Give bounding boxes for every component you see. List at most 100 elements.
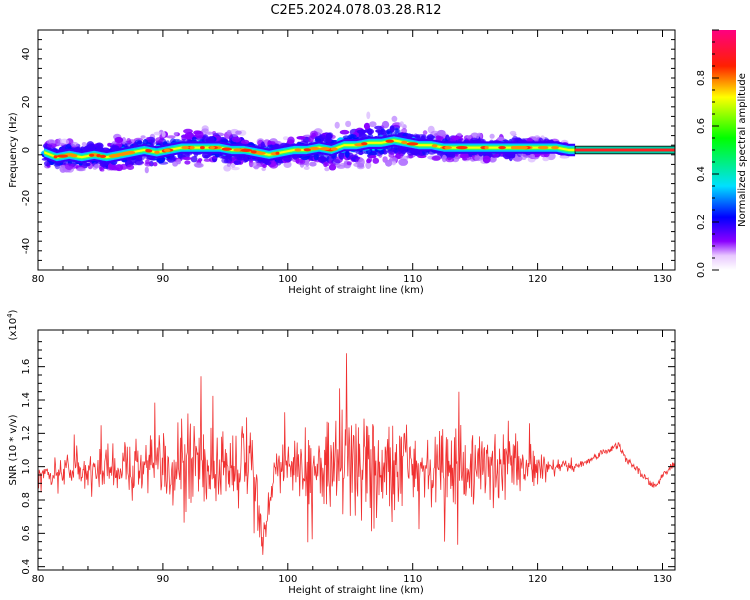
spectrogram-cell [155,137,164,143]
spectrogram-cell [349,134,357,139]
spectrogram-hotspot [406,142,419,146]
spectrogram-hotspot [319,147,331,151]
spectrogram-hotspot [200,146,205,150]
spectrogram-cell [262,164,267,168]
spectrogram-cell [153,131,162,136]
colorbar-tick-label: 0.2 [696,214,707,230]
spectrogram-cell [76,168,86,172]
spectrogram-hotspot [385,139,395,143]
spectrogram-cell [377,129,387,135]
spectrogram-cell [207,153,212,157]
spectrogram-cell [396,146,404,155]
y-tick-label: 0.6 [21,525,32,541]
spectrogram-cell [482,155,491,164]
spectrogram-hotspot [303,148,312,152]
spectrogram-hotspot [181,146,189,150]
spectrogram-cell [240,139,250,145]
spectrogram-hotspot [154,150,160,154]
spectrogram-cell [194,130,204,139]
snr-y-multiplier: (x104) [6,309,19,340]
spectrogram-cell [173,132,178,136]
spectrogram-hotspot [250,150,257,154]
spectrogram-cell [134,139,143,145]
spectrogram-cell [321,137,329,142]
spectrogram-hotspot [511,146,516,150]
spectrogram-cell [325,132,333,140]
y-tick-label: 1.0 [21,459,32,475]
spectrogram-cell [107,164,116,169]
spectrogram-cell [559,155,570,159]
spectrogram-cell [391,160,396,166]
spectrogram-cell [330,162,336,166]
spectrogram-cell [114,136,124,144]
spectrogram-cell [399,121,405,128]
spectrogram-x-label: Height of straight line (km) [288,285,424,296]
spectrogram-cell [109,145,119,149]
spectrogram-hotspot [117,152,127,156]
spectrogram-cell [182,156,192,161]
spectrogram-cell [339,129,350,135]
spectrogram-cell [346,161,352,166]
spectrogram-cell [47,143,57,149]
spectrogram-cell [296,158,306,165]
spectrogram-cell [374,125,383,130]
colorbar-ticks: 0.0 0.2 0.4 0.6 0.8 [696,29,719,278]
spectrogram-cell [64,163,74,171]
x-tick-label: 90 [157,574,170,585]
spectrogram-cell [363,122,371,130]
spectrogram-cell [197,158,203,162]
spectrogram-cell [338,152,345,160]
spectrogram-cell [328,164,337,171]
spectrogram-ticks: 80 90 100 110 120 130 -40 -20 0 20 40 [21,29,675,285]
spectrogram-hotspot [126,150,136,155]
spectrogram-cell [134,158,144,166]
colorbar-tick-label: 0.8 [696,70,707,86]
spectrogram-cell [226,129,232,135]
spectrogram-frame [37,29,676,271]
snr-ticks: 80 90 100 110 120 130 0.4 0.6 0.8 1.0 1.2 1.4 1.6 [21,330,675,585]
spectrogram-cell [296,136,306,140]
spectrogram-cell [59,165,67,173]
y-tick-label: 20 [21,96,32,109]
spectrogram-cell [191,136,197,142]
spectrogram-cell [125,142,132,147]
spectrogram-cell [107,142,112,147]
spectrogram-cell [166,135,176,139]
y-tick-label: 1.4 [21,392,32,408]
spectrogram-cell [367,157,373,163]
snr-series-line [38,353,675,555]
spectrogram-cell [251,161,261,169]
spectrogram-cell [286,140,295,145]
spectrogram-hotspot [110,154,121,158]
spectrogram-hotspot [455,146,468,150]
spectrogram-cell [86,141,95,149]
spectrogram-hotspot [275,151,280,155]
y-tick-label: 0 [21,147,32,153]
spectrogram-cell [489,133,495,139]
x-tick-label: 130 [653,574,672,585]
spectrogram-cell [369,121,377,128]
spectrogram-cell [140,135,146,139]
spectrogram-cell [389,157,398,162]
y-tick-label: 1.2 [21,425,32,441]
spectrogram-cell [474,155,483,162]
x-tick-label: 110 [403,574,422,585]
x-tick-label: 120 [528,574,547,585]
spectrogram-hotspot [233,148,242,152]
spectrogram-plot-area [40,111,675,174]
spectrogram-cell [431,155,441,161]
y-tick-label: 1.6 [21,359,32,375]
spectrogram-cell [260,141,265,149]
spectrogram-cell [366,111,371,120]
spectrogram-cell [450,135,457,143]
spectrogram-hotspot [53,155,58,159]
spectrogram-cell [387,149,395,153]
colorbar-tick-label: 0.4 [696,166,707,182]
spectrogram-hotspot [145,149,150,153]
spectrogram-cell [231,136,242,143]
spectrogram-cell [233,160,242,166]
spectrogram-cell [176,158,182,165]
x-tick-label: 80 [32,574,45,585]
spectrogram-hotspot [309,146,320,151]
y-tick-label: 0.4 [21,559,32,575]
